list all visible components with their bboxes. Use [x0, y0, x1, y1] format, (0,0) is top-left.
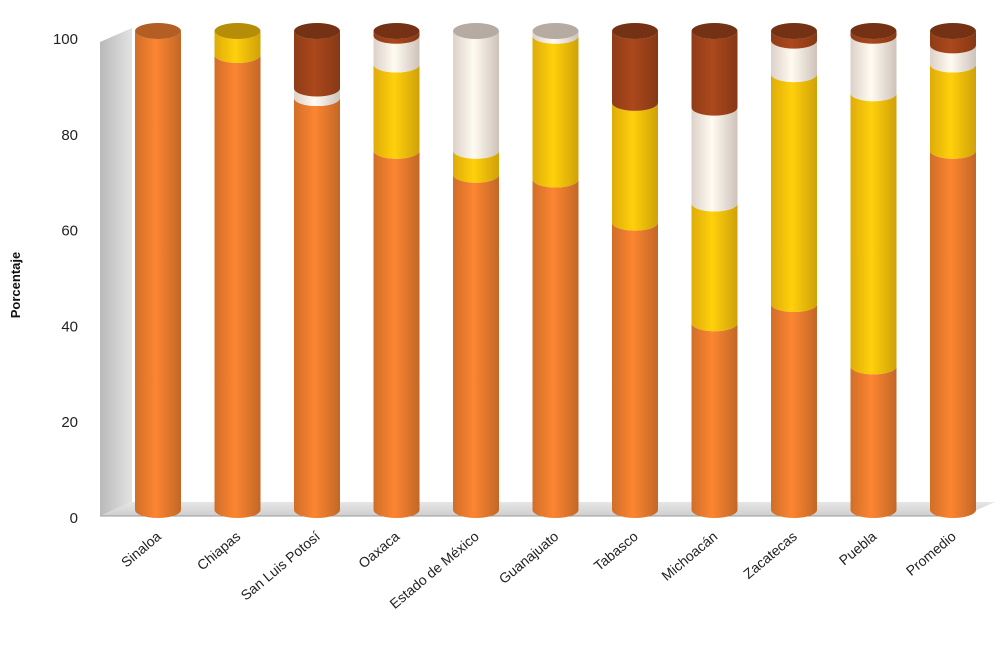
bar-segment: [691, 107, 738, 212]
x-tick-label: Michoacán: [658, 528, 720, 584]
bar-segment: [771, 40, 817, 83]
x-tick-label: Chiapas: [194, 528, 244, 573]
bar-cap: [532, 23, 579, 39]
bar-segment: [532, 31, 579, 44]
bar-segment: [373, 64, 420, 159]
bar-cap: [294, 23, 340, 39]
bar-segment: [771, 74, 817, 313]
bar-cap: [850, 23, 897, 39]
bar-segment: [373, 35, 420, 73]
y-tick-label: 60: [61, 223, 78, 240]
bar-segment: [294, 88, 340, 107]
side-wall: [100, 28, 132, 516]
bar-segment: [214, 54, 261, 518]
bar-segment: [930, 45, 976, 73]
x-tick-label: Oaxaca: [355, 528, 402, 571]
x-tick-label: Guanajuato: [496, 528, 562, 587]
bar-segment: [930, 31, 976, 54]
y-tick-label: 80: [61, 127, 78, 144]
bar-segment: [532, 179, 579, 519]
x-tick-label: Puebla: [836, 528, 880, 568]
bar-segment: [453, 31, 499, 159]
bar-stack: [373, 23, 420, 518]
bar-segment: [850, 93, 897, 375]
bar-segment: [453, 174, 499, 518]
bar-segment: [373, 150, 420, 518]
bar-stack: [771, 23, 817, 518]
bar-cap: [373, 23, 420, 39]
x-tick-label: Promedio: [903, 528, 959, 579]
bar-segment: [691, 203, 738, 332]
bar-segment: [612, 31, 658, 111]
bar-segment: [214, 31, 261, 63]
bar-stack: [930, 23, 976, 518]
bar-stack: [850, 23, 897, 518]
bar-segment: [294, 31, 340, 97]
bar-segment: [373, 31, 420, 44]
y-tick-label: 0: [70, 510, 78, 527]
y-tick-label: 100: [53, 31, 78, 48]
bars: [135, 23, 976, 519]
bar-segment: [294, 98, 340, 518]
bar-segment: [612, 102, 658, 231]
bar-segment: [453, 150, 499, 183]
bar-segment: [612, 222, 658, 518]
bar-cap: [214, 23, 261, 39]
bar-cap: [135, 23, 181, 39]
bar-cap: [453, 23, 499, 39]
bar-stack: [691, 23, 738, 518]
bar-segment: [850, 31, 897, 44]
x-tick-label: Sinaloa: [118, 528, 164, 570]
bar-cap: [612, 23, 658, 39]
bar-stack: [214, 23, 261, 518]
bar-segment: [135, 31, 181, 518]
bar-segment: [691, 31, 738, 116]
bar-segment: [771, 304, 817, 518]
bar-segment: [771, 31, 817, 49]
x-tick-label: San Luis Potosí: [238, 528, 323, 603]
bar-cap: [930, 23, 976, 39]
x-tick-label: Tabasco: [591, 528, 641, 574]
x-tick-label: Zacatecas: [740, 528, 800, 582]
bar-segment: [930, 64, 976, 159]
y-axis: 0 20 40 60 80 100: [53, 31, 78, 527]
bar-segment: [850, 366, 897, 518]
bar-stack: [453, 23, 499, 518]
bar-segment: [532, 35, 579, 188]
bar-segment: [691, 323, 738, 518]
bar-stack: [135, 23, 181, 518]
y-tick-label: 40: [61, 318, 78, 335]
y-axis-title: Porcentaje: [8, 252, 23, 318]
bar-cap: [691, 23, 738, 39]
bar-stack: [612, 23, 658, 518]
bar-segment: [850, 35, 897, 102]
y-tick-label: 20: [61, 414, 78, 431]
bar-cap: [771, 23, 817, 39]
bar-stack: [532, 23, 579, 519]
bar-stack: [294, 23, 340, 518]
bar-segment: [930, 150, 976, 518]
